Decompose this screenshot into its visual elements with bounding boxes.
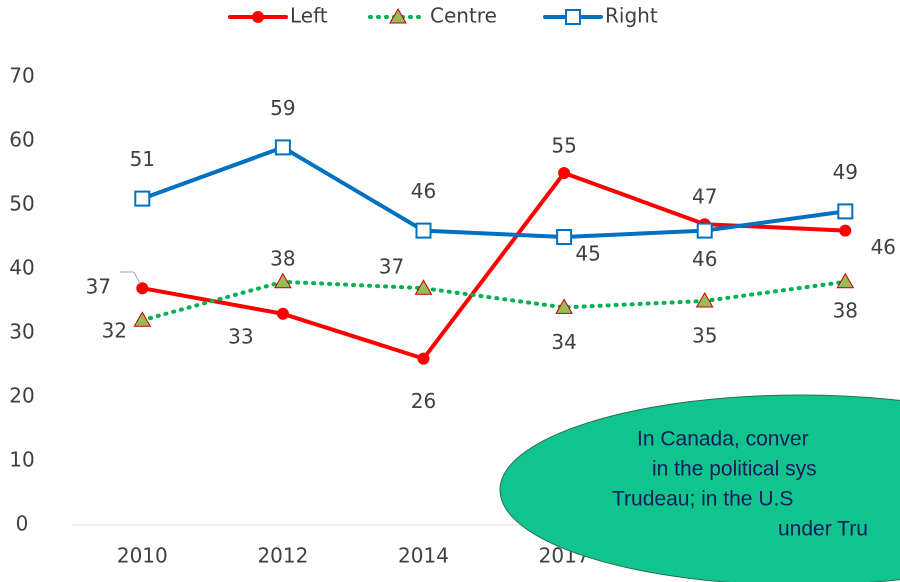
point bbox=[565, 9, 581, 25]
data-label: 38 bbox=[833, 298, 858, 322]
point bbox=[558, 167, 571, 179]
x-tick-label: 2014 bbox=[398, 544, 449, 568]
point bbox=[556, 229, 573, 245]
data-label: 51 bbox=[130, 147, 155, 171]
point bbox=[415, 222, 432, 239]
data-label: 46 bbox=[871, 235, 896, 259]
leader-line bbox=[133, 271, 141, 285]
point bbox=[696, 222, 713, 239]
data-label: 35 bbox=[692, 324, 717, 348]
y-tick-label: 20 bbox=[9, 384, 34, 408]
legend-item: Left bbox=[228, 4, 328, 28]
data-label: 59 bbox=[270, 96, 295, 120]
y-tick-label: 40 bbox=[9, 256, 34, 280]
line bbox=[140, 170, 848, 361]
x-tick-label: 2010 bbox=[117, 544, 168, 568]
point bbox=[276, 307, 289, 320]
data-label: 26 bbox=[411, 389, 436, 413]
y-tick-label: 10 bbox=[9, 448, 34, 472]
y-tick-label: 70 bbox=[9, 64, 34, 88]
legend-label: Centre bbox=[430, 4, 497, 28]
point bbox=[695, 291, 714, 308]
data-label: 46 bbox=[692, 247, 717, 271]
annotation: In Canada, conver in the political sys Tru… bbox=[499, 394, 900, 582]
point bbox=[252, 11, 264, 23]
point bbox=[839, 224, 852, 237]
data-label: 33 bbox=[228, 324, 253, 348]
data-label: 45 bbox=[575, 242, 600, 266]
point bbox=[133, 311, 152, 327]
data-label: 49 bbox=[833, 160, 858, 184]
annotation-text: In Canada, conver bbox=[637, 428, 809, 451]
point bbox=[274, 139, 291, 156]
y-tick-label: 60 bbox=[9, 128, 34, 152]
point bbox=[134, 190, 151, 207]
y-tick-label: 30 bbox=[9, 320, 34, 344]
point bbox=[414, 279, 433, 295]
legend-label: Left bbox=[290, 4, 328, 28]
series: 32 38 37 34 35 38 bbox=[102, 246, 858, 354]
data-label: 37 bbox=[86, 275, 111, 299]
data-label: 37 bbox=[379, 255, 404, 279]
legend-label: Right bbox=[605, 4, 658, 28]
series: 37 33 26 55 47 46 bbox=[86, 134, 896, 414]
data-label: 46 bbox=[411, 179, 436, 203]
legend-item: Right bbox=[543, 4, 658, 28]
point bbox=[274, 272, 292, 289]
line bbox=[140, 145, 848, 240]
point bbox=[836, 272, 855, 289]
line bbox=[140, 279, 848, 323]
x-tick-label: 2012 bbox=[257, 544, 308, 568]
data-label: 55 bbox=[551, 134, 576, 158]
y-tick-label: 50 bbox=[9, 192, 34, 216]
data-label: 32 bbox=[102, 319, 127, 343]
point bbox=[389, 7, 407, 24]
annotation-text: Trudeau; in the U.S bbox=[612, 488, 793, 511]
legend-item: Centre bbox=[368, 4, 497, 28]
point bbox=[837, 203, 854, 220]
y-tick-label: 0 bbox=[16, 512, 29, 536]
point bbox=[136, 282, 149, 295]
point bbox=[555, 298, 573, 314]
annotation-bubble bbox=[499, 394, 900, 582]
point bbox=[417, 352, 430, 365]
annotation-text: under Tru bbox=[778, 518, 868, 541]
data-label: 47 bbox=[692, 185, 717, 209]
series: 51 59 46 45 46 49 bbox=[130, 96, 858, 271]
data-label: 38 bbox=[270, 246, 295, 270]
data-label: 34 bbox=[551, 330, 576, 354]
annotation-text: in the political sys bbox=[652, 458, 817, 481]
